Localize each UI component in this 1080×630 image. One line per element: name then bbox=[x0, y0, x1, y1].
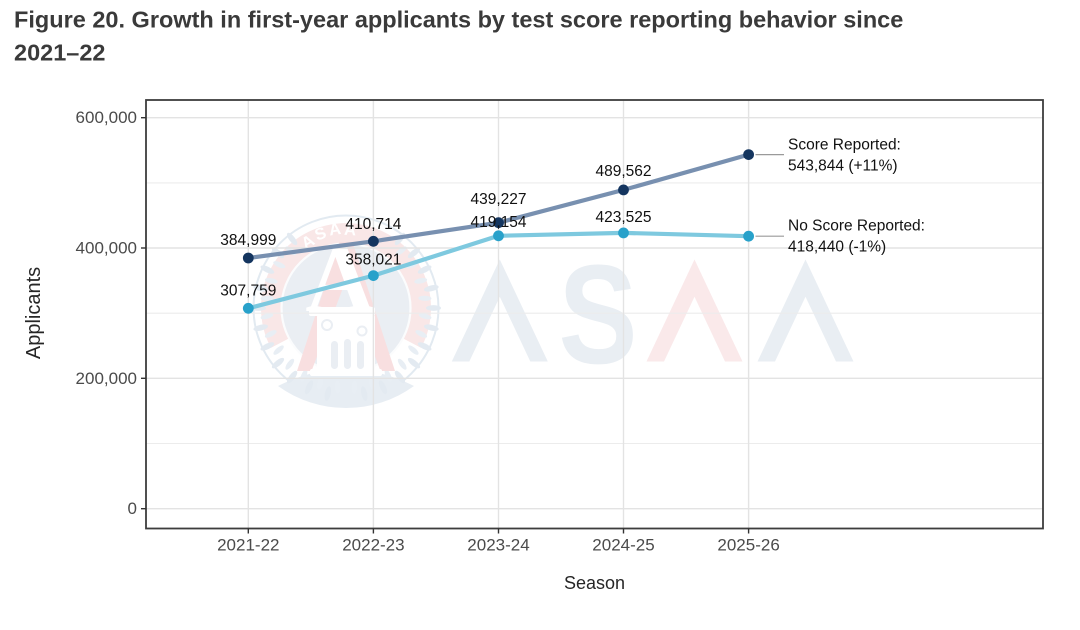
svg-text:2023-24: 2023-24 bbox=[467, 536, 529, 555]
svg-text:543,844 (+11%): 543,844 (+11%) bbox=[788, 158, 898, 175]
svg-text:0: 0 bbox=[128, 499, 137, 518]
svg-text:2021-22: 2021-22 bbox=[217, 536, 279, 555]
svg-text:A: A bbox=[328, 220, 342, 239]
svg-text:358,021: 358,021 bbox=[345, 252, 401, 269]
svg-text:307,759: 307,759 bbox=[220, 283, 276, 300]
svg-text:Applicants: Applicants bbox=[23, 267, 45, 359]
svg-text:489,562: 489,562 bbox=[595, 163, 651, 180]
svg-text:439,227: 439,227 bbox=[470, 191, 526, 208]
svg-text:2021–22: 2021–22 bbox=[14, 40, 106, 66]
svg-text:2025-26: 2025-26 bbox=[717, 536, 779, 555]
svg-text:2022-23: 2022-23 bbox=[342, 536, 404, 555]
svg-text:Season: Season bbox=[564, 573, 625, 593]
svg-text:600,000: 600,000 bbox=[76, 108, 137, 127]
svg-text:S: S bbox=[559, 235, 638, 393]
svg-text:A: A bbox=[344, 221, 357, 240]
svg-text:384,999: 384,999 bbox=[220, 232, 276, 249]
svg-text:418,440 (-1%): 418,440 (-1%) bbox=[788, 239, 886, 256]
svg-text:No Score Reported:: No Score Reported: bbox=[788, 218, 925, 235]
svg-text:Score Reported:: Score Reported: bbox=[788, 137, 901, 154]
svg-text:423,525: 423,525 bbox=[595, 209, 651, 226]
svg-text:410,714: 410,714 bbox=[345, 216, 401, 233]
svg-text:419,154: 419,154 bbox=[470, 214, 526, 231]
svg-text:Figure 20. Growth in first-yea: Figure 20. Growth in first-year applican… bbox=[14, 7, 903, 33]
svg-text:2024-25: 2024-25 bbox=[592, 536, 654, 555]
svg-text:400,000: 400,000 bbox=[76, 239, 137, 258]
svg-text:200,000: 200,000 bbox=[76, 369, 137, 388]
